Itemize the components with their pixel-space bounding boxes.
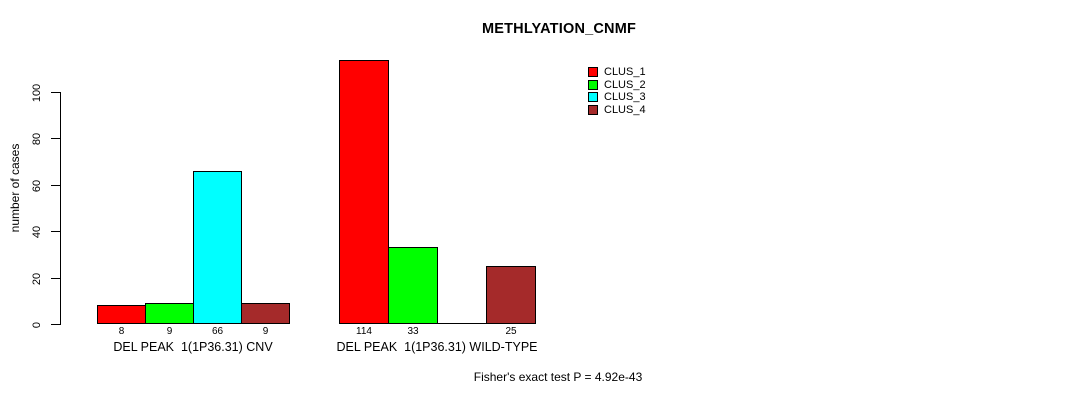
bar-value-label: 8	[118, 326, 125, 337]
x-category-label: DEL PEAK 1(1P36.31) CNV	[113, 340, 273, 354]
bar-value-label: 9	[166, 326, 173, 337]
bar-value-label: 25	[505, 326, 517, 337]
bar-clus_1	[339, 60, 389, 324]
bar-value-label: 114	[356, 326, 372, 337]
y-axis-tick-label: 80	[31, 132, 43, 145]
bar-clus_4	[241, 303, 290, 324]
bar-clus_2	[388, 247, 438, 324]
legend-swatch-clus_4	[588, 105, 598, 115]
legend-swatch-clus_2	[588, 80, 598, 90]
legend-label-clus_1: CLUS_1	[604, 65, 646, 78]
x-category-label: DEL PEAK 1(1P36.31) WILD-TYPE	[336, 340, 538, 354]
y-axis-tick-label: 100	[31, 83, 43, 102]
bar-clus_3	[193, 171, 242, 324]
y-axis-tick	[51, 92, 61, 93]
y-axis-tick-label: 60	[31, 179, 43, 192]
y-axis-tick	[51, 324, 61, 325]
y-axis-tick-label: 20	[31, 272, 43, 285]
legend-label-clus_2: CLUS_2	[604, 78, 646, 91]
y-axis-line	[60, 92, 61, 325]
bar-value-label: 9	[262, 326, 269, 337]
y-axis-tick-label: 0	[31, 321, 43, 328]
legend-label-clus_4: CLUS_4	[604, 103, 646, 116]
y-axis-tick-label: 40	[31, 225, 43, 238]
fisher-test-annotation: Fisher's exact test P = 4.92e-43	[473, 370, 643, 384]
legend-swatch-clus_1	[588, 67, 598, 77]
bar-clus_3-zero	[437, 323, 487, 324]
y-axis-tick	[51, 278, 61, 279]
bar-clus_1	[97, 305, 146, 324]
chart-title: METHLYATION_CNMF	[481, 21, 637, 37]
y-axis-label: number of cases	[8, 143, 22, 233]
bar-value-label: 33	[407, 326, 419, 337]
legend-swatch-clus_3	[588, 92, 598, 102]
legend-label-clus_3: CLUS_3	[604, 90, 646, 103]
bar-clus_4	[486, 266, 536, 324]
y-axis-tick	[51, 185, 61, 186]
bar-clus_2	[145, 303, 194, 324]
y-axis-tick	[51, 231, 61, 232]
bar-value-label: 66	[211, 326, 224, 337]
y-axis-tick	[51, 138, 61, 139]
